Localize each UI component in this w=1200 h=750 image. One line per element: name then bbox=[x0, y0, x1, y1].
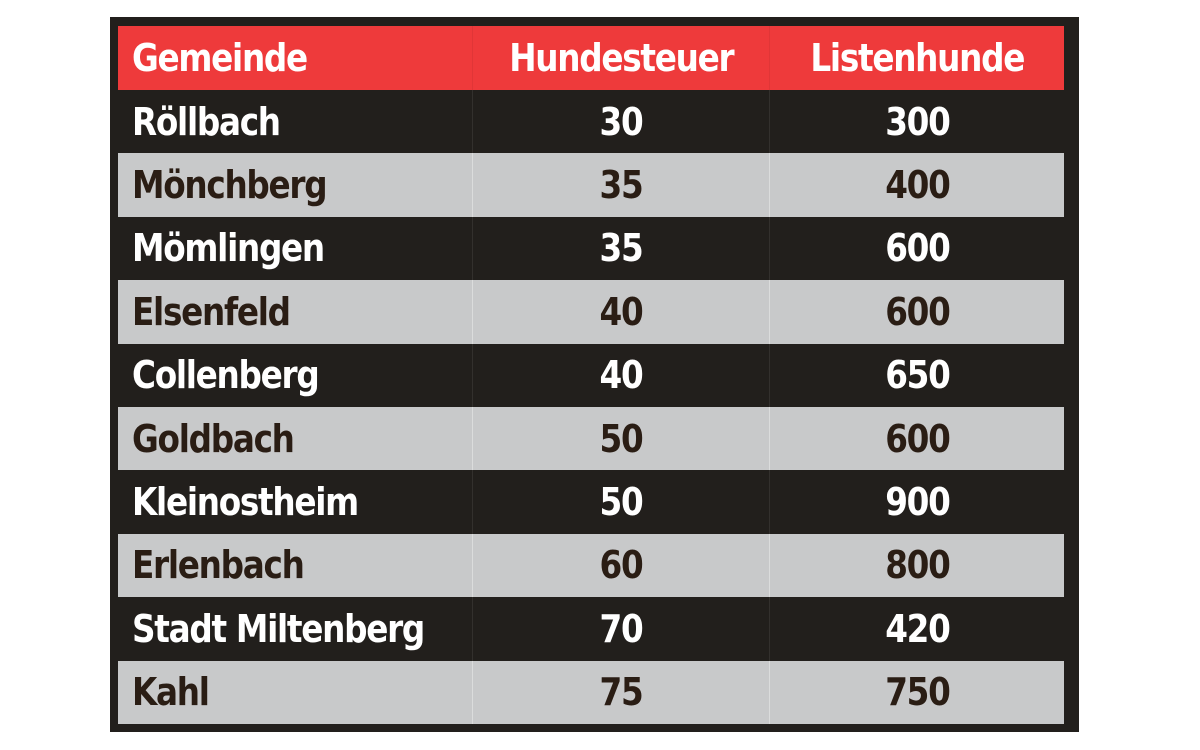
table-row: Röllbach 30 300 bbox=[118, 90, 1064, 154]
cell-listenhunde: 600 bbox=[769, 280, 1064, 344]
cell-hundesteuer: 35 bbox=[472, 153, 769, 217]
cell-hundesteuer: 40 bbox=[472, 280, 769, 344]
cell-gemeinde: Collenberg bbox=[132, 353, 320, 398]
dog-tax-table: Gemeinde Hundesteuer Listenhunde Röllbac… bbox=[118, 26, 1064, 724]
cell-gemeinde: Stadt Miltenberg bbox=[132, 606, 425, 651]
cell-hundesteuer: 75 bbox=[472, 660, 769, 724]
table-frame: Gemeinde Hundesteuer Listenhunde Röllbac… bbox=[110, 17, 1079, 732]
cell-listenhunde: 600 bbox=[769, 406, 1064, 471]
cell-gemeinde: Kahl bbox=[132, 670, 210, 715]
cell-listenhunde: 420 bbox=[769, 597, 1064, 661]
header-hundesteuer: Hundesteuer bbox=[472, 26, 769, 90]
cell-listenhunde: 400 bbox=[769, 153, 1064, 217]
cell-listenhunde: 900 bbox=[769, 470, 1064, 534]
cell-gemeinde: Elsenfeld bbox=[132, 289, 291, 334]
cell-hundesteuer: 50 bbox=[472, 406, 769, 471]
cell-gemeinde: Mömlingen bbox=[132, 226, 325, 271]
cell-hundesteuer: 35 bbox=[472, 216, 769, 281]
table-row: Erlenbach 60 800 bbox=[118, 533, 1064, 598]
table-row: Kleinostheim 50 900 bbox=[118, 470, 1064, 534]
table-row: Mönchberg 35 400 bbox=[118, 153, 1064, 217]
table-row: Kahl 75 750 bbox=[118, 660, 1064, 724]
cell-listenhunde: 800 bbox=[769, 533, 1064, 598]
table-row: Stadt Miltenberg 70 420 bbox=[118, 597, 1064, 661]
table-row: Elsenfeld 40 600 bbox=[118, 280, 1064, 344]
cell-gemeinde: Röllbach bbox=[132, 99, 281, 144]
header-listenhunde: Listenhunde bbox=[769, 26, 1064, 90]
cell-listenhunde: 650 bbox=[769, 343, 1064, 407]
table-row: Mömlingen 35 600 bbox=[118, 216, 1064, 281]
cell-gemeinde: Erlenbach bbox=[132, 543, 305, 588]
table-row: Collenberg 40 650 bbox=[118, 343, 1064, 407]
cell-hundesteuer: 60 bbox=[472, 533, 769, 598]
cell-gemeinde: Kleinostheim bbox=[132, 480, 359, 525]
cell-listenhunde: 300 bbox=[769, 90, 1064, 154]
cell-listenhunde: 600 bbox=[769, 216, 1064, 281]
table-row: Goldbach 50 600 bbox=[118, 406, 1064, 471]
cell-listenhunde: 750 bbox=[769, 660, 1064, 724]
cell-hundesteuer: 70 bbox=[472, 597, 769, 661]
cell-gemeinde: Goldbach bbox=[132, 416, 295, 461]
header-gemeinde: Gemeinde bbox=[132, 36, 308, 80]
cell-gemeinde: Mönchberg bbox=[132, 163, 328, 208]
cell-hundesteuer: 40 bbox=[472, 343, 769, 407]
cell-hundesteuer: 30 bbox=[472, 90, 769, 154]
table-header-row: Gemeinde Hundesteuer Listenhunde bbox=[118, 26, 1064, 90]
cell-hundesteuer: 50 bbox=[472, 470, 769, 534]
